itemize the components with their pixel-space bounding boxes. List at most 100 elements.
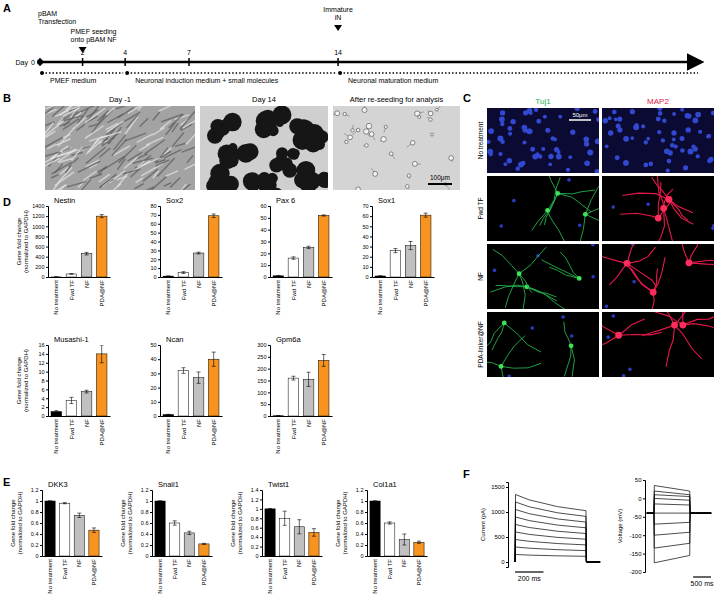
nucleus [548,162,552,166]
line-chart: 050010001500Current (pA)200 ms [480,483,600,583]
nucleus [591,244,595,246]
y-tick-mark [268,253,270,254]
error-bar-stem [418,541,419,543]
scale-bar-label: 100μm [430,174,450,182]
nucleus [583,137,589,143]
y-tick-label: 50 [260,215,266,221]
error-bar [100,215,104,218]
cell [45,131,55,143]
y-tick-label: 12 [38,360,44,366]
nucleus [487,140,491,144]
x-tick-label: Fwd TF [69,419,75,440]
panel-label: A [3,2,11,14]
y-tick-label: 50 [260,401,266,407]
cell [126,115,138,128]
x-tick-label: PDA@NF [91,559,97,586]
cell [362,108,367,113]
timeline-tick [82,58,84,66]
x-tick-label: Fwd TF [291,419,297,440]
medium-start [125,71,129,75]
nucleus [623,160,629,166]
y-tick-mark [643,554,645,555]
error-bar-cap [409,249,413,250]
neurite [490,285,526,292]
cell [128,106,150,113]
error-bar [181,368,185,374]
bar [66,274,77,277]
nucleus [641,124,645,128]
error-bar [197,372,201,383]
x-tick-label: PDA@NF [321,419,327,446]
y-tick: 250 [257,354,270,360]
trace [647,513,711,535]
y-tick-label: 4 [41,396,44,402]
cell [125,116,138,135]
nucleus [691,144,695,148]
nucleus [541,147,545,151]
cluster [223,113,241,131]
y-tick-mark [158,359,160,360]
y-axis-title: Gene fold change [335,499,341,547]
y-tick-mark [268,369,270,370]
error-bar-cap [307,248,311,249]
timeline-tick [124,58,126,66]
y-tick: 0 [365,274,372,280]
error-bar-cap [85,390,89,391]
y-tick: 0.4 [251,534,262,540]
nucleus [584,160,590,166]
cell [410,141,415,146]
neurite [675,325,702,359]
y-tick: 0 [35,553,42,559]
error-bar-stem [293,257,294,259]
event-marker [334,25,342,31]
error-bar-stem [213,352,214,366]
error-bar [276,275,280,276]
y-tick-mark [150,523,152,524]
error-bar [307,372,311,386]
x-tick: PDA@NF [321,277,327,306]
cell [106,108,114,115]
cell [63,134,70,138]
y-tick: 20 [150,385,160,391]
bar [60,503,70,556]
medium-start [338,71,342,75]
y-tick: 30 [150,248,160,254]
nucleus [522,140,526,144]
x-tick-label: Fwd TF [291,280,297,301]
neurite [493,249,519,273]
x-tick: Fwd TF [291,416,297,439]
medium-label: Neuronal induction medium + small molecu… [135,77,278,84]
nucleus [686,113,691,118]
y-tick-mark [46,206,48,207]
error-bar [322,354,326,366]
x-tick-label: No treatment [165,419,171,454]
micrograph [333,106,460,190]
y-axis: 050010001500 [491,483,508,568]
error-bar-stem [293,376,294,380]
error-bar-cap [402,534,406,535]
trace [515,495,600,563]
cell [436,108,439,111]
cluster [228,143,237,152]
cell [159,106,179,111]
error-bar [378,275,382,276]
y-tick-mark [158,259,160,260]
y-tick-mark [158,242,160,243]
y-tick: 1.2 [31,487,42,493]
cell [67,182,86,187]
x-tick-label: No treatment [53,280,59,315]
y-tick: 20 [150,257,160,263]
bar [273,276,284,277]
y-tick-label: 0 [41,274,44,280]
y-tick-mark [40,501,42,502]
nucleus [680,136,685,141]
bar [318,215,329,277]
x-axis: No treatmentFwd TFNFPDA@NF [263,556,323,594]
y-tick-label: 6 [41,387,44,393]
x-axis: No treatmentFwd TFNFPDA@NF [161,416,223,454]
bar [178,273,189,277]
y-tick-mark [268,265,270,266]
row-label: NF [477,272,484,281]
y-axis-line [158,207,161,278]
error-bar-cap [417,543,421,544]
